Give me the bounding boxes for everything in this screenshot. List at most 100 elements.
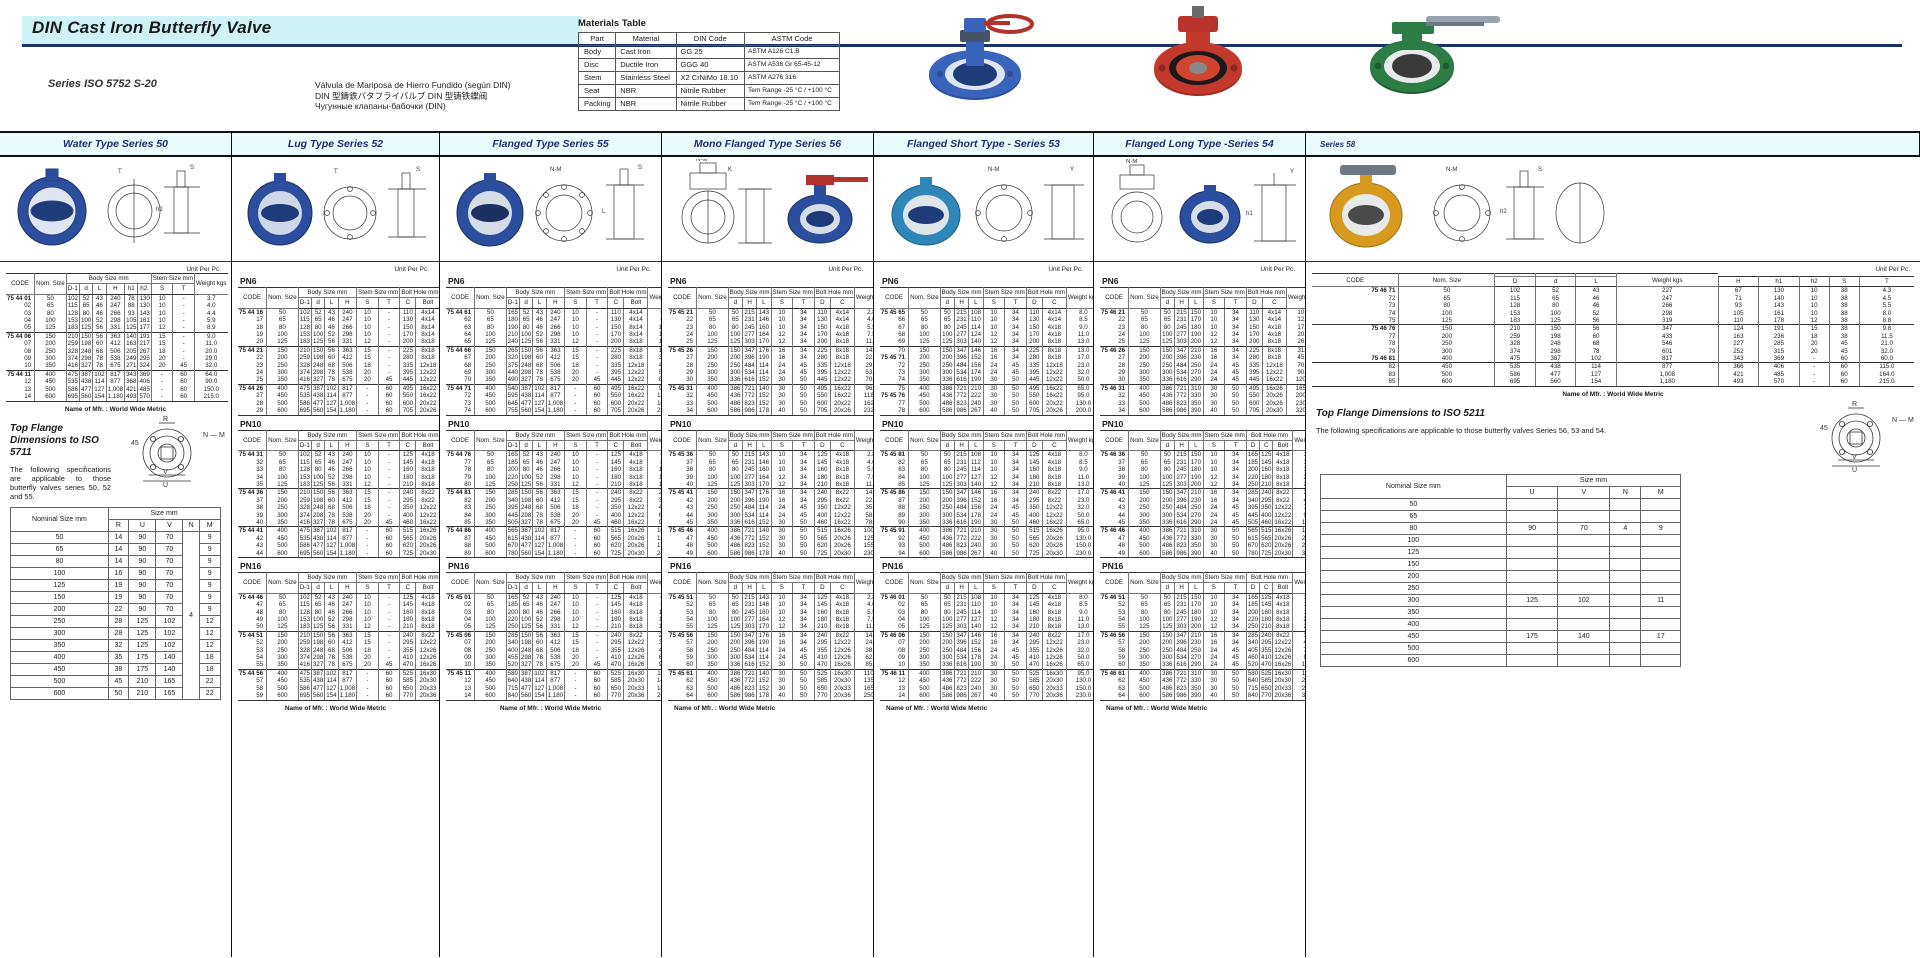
table-row: 350 <box>1320 605 1682 619</box>
dimension-table: CODE Nom. Size Body Size mm Stem Size mm Bol… <box>238 429 439 559</box>
manufacturer-note: Name of Mfr. : World Wide Metric <box>1106 704 1208 712</box>
table-row: 05 125 125 303 140 12 34 210 8x18 13.0 <box>880 623 1093 632</box>
dt-col-header: L <box>532 582 547 594</box>
table-row: 02 65 115 65 46 247 88 130 10-4.0 <box>6 302 228 310</box>
dt-col-header: L <box>968 439 984 452</box>
table-row: 73 80 128 80 46 266 93 143 10 38 5.5 <box>1312 302 1914 310</box>
table-row: 77 200 259 198 60 433 163 236 18 38 11.5 <box>1312 332 1914 341</box>
svg-text:h2: h2 <box>1500 209 1507 215</box>
table-row: 75 46 11 400 386 721 210 30 50 525 16x30 95.0 <box>880 668 1093 678</box>
dt-col-header: S <box>564 297 587 309</box>
table-row: 4012512530320012342502108x1826.0 <box>1100 480 1305 489</box>
table-row: 75 46 76 150 210 150 56 347 124 191 15 38 9.8 <box>1312 324 1914 333</box>
table-row: 83 80 80 245 114 10 34 160 8x18 9.0 <box>880 466 1093 474</box>
materials-col-3: ASTM Code <box>744 32 840 46</box>
series-band-5: Flanged Short Type - Series 53 <box>874 133 1094 155</box>
dt-col-header: L <box>532 297 547 309</box>
dt-col-header: L <box>324 297 339 309</box>
dt-header-row-1: CODE Nom. Size Body Size mm Stem Size mm Bol… <box>880 429 1093 452</box>
dt-col-header: T <box>1858 275 1914 288</box>
pressure-rating-label: PN10 <box>670 418 692 429</box>
series-column-1: S T h2 Unit Per Pc. CODE Nom. Size Body Siz… <box>0 157 232 957</box>
dt-col-header: Body Size mm <box>1159 571 1204 584</box>
dt-col-header: C <box>1259 582 1274 594</box>
dt-col-header: d <box>78 283 94 295</box>
pressure-rating-label: PN16 <box>670 561 692 571</box>
dt-col-header: D-1 <box>297 582 312 594</box>
dt-col-header: h2 <box>1798 275 1830 288</box>
dt-col-header: d <box>727 297 743 309</box>
dt-col-header: CODE <box>6 273 36 295</box>
dt-col-header: h1 <box>1758 275 1800 288</box>
top-flange-note: The following specifications are applica… <box>10 464 111 501</box>
table-row: 45350336616290244550546016x22120.0 <box>1100 518 1305 527</box>
dt-col-header: Nom. Size <box>908 429 941 452</box>
dt-col-header: Bolt <box>415 439 439 452</box>
pressure-rating-label: PN6 <box>1102 276 1119 286</box>
dt-col-header: D-1 <box>65 283 80 295</box>
dt-header-row-1: CODE Nom. Size Body Size mm Stem Size mm Bol… <box>446 286 661 309</box>
dt-col-header: d <box>939 297 955 309</box>
dt-header-row-2: D-1 d L H S T C Bolt <box>238 439 439 452</box>
dt-col-header: Body Size mm <box>297 286 358 299</box>
series-band-7: Series 58 <box>1306 133 1920 155</box>
pressure-rating-label: PN16 <box>1102 561 1124 571</box>
dt-col-header: Bolt Hole mm <box>399 429 439 441</box>
table-row: 78 250 328 248 68 546 227 285 20 45 21.0 <box>1312 340 1914 348</box>
dt-col-header: C <box>399 582 417 594</box>
table-row: 75 45 71 200 200 396 152 16 34 280 8x18 17.0 <box>880 354 1093 362</box>
table-row: 02 65 65 231 110 10 34 145 4x18 8.5 <box>880 601 1093 609</box>
table-row: 13 500 486 823 240 30 50 650 20x33 150.0 <box>880 684 1093 693</box>
unit-label: Unit Per Pc. <box>1875 266 1910 273</box>
dt-col-header: L <box>324 582 339 594</box>
materials-col-1: Material <box>615 32 677 46</box>
svg-text:U: U <box>163 482 168 489</box>
table-row: 250 <box>1320 581 1682 595</box>
dt-col-header: Bolt <box>1272 439 1293 452</box>
dt-header-row-2: D-1 d L H S T C Bolt <box>446 439 661 452</box>
dt-col-header: h1 <box>124 283 139 295</box>
materials-row: Packing NBR Nitrile Rubber Tem Range -25 °C… <box>577 97 840 111</box>
dt-col-header: Bolt Hole mm <box>1025 571 1067 584</box>
dt-col-header: Body Size mm <box>65 272 152 285</box>
dt-col-header: S <box>770 439 794 452</box>
dt-col-header: C <box>1259 439 1274 452</box>
dt-col-header: Weight kgs <box>1615 272 1719 288</box>
dt-col-header: Nom. Size <box>266 572 299 594</box>
dt-col-header: C <box>1041 439 1067 452</box>
dt-col-header: Bolt Hole mm <box>399 286 439 299</box>
dt-col-header: C <box>1041 582 1067 594</box>
table-row: 50 14 90 70 4 9 <box>10 530 221 700</box>
dt-col-header: Body Size mm <box>727 429 772 441</box>
svg-text:N-M: N-M <box>696 159 707 163</box>
dt-col-header: Nom. Size <box>474 429 507 452</box>
table-row: 8535050532778675204546016x2290.0 <box>446 518 661 527</box>
materials-row: Disc Ductile Iron GGG 40 ASTM A536 Gr 65-45… <box>577 58 840 72</box>
product-photo-lever-valve <box>1330 2 1510 106</box>
dt-col-header: h2. <box>137 283 152 295</box>
